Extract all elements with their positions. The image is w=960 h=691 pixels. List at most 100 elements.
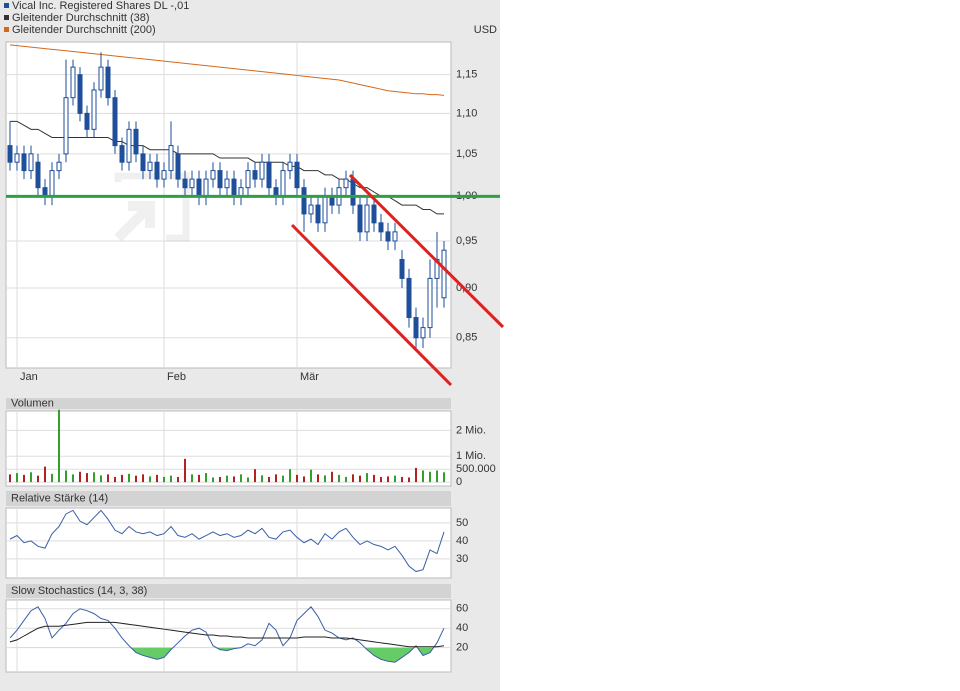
volume-bar (191, 474, 193, 483)
candle-body (84, 112, 90, 130)
candle-body (392, 231, 398, 242)
volume-bar (282, 475, 284, 483)
volume-bar (310, 469, 312, 483)
volume-bar (366, 473, 368, 483)
y-tick-label: 50 (456, 517, 468, 529)
volume-bar (142, 474, 144, 483)
candle-body (112, 97, 118, 147)
panel-title: Volumen (11, 397, 54, 409)
candle-body (217, 170, 223, 189)
y-tick-label: 40 (456, 535, 468, 547)
volume-bar (415, 467, 417, 483)
candle-body (399, 258, 405, 279)
x-tick-label: Mär (300, 371, 319, 383)
candle-body (427, 277, 433, 329)
candle-body (245, 170, 251, 189)
candle-body (280, 170, 286, 197)
y-tick-label: 0,85 (456, 332, 477, 344)
candle-body (35, 161, 41, 189)
trend-line (290, 223, 453, 387)
candle-body (210, 170, 216, 180)
volume-bar (394, 475, 396, 483)
panel-title: Relative Stärke (14) (11, 492, 108, 504)
plot-area (5, 507, 452, 579)
volume-bar (205, 473, 207, 483)
volume-bar (149, 476, 151, 483)
volume-bar (268, 476, 270, 483)
volume-bar (275, 474, 277, 483)
candle-body (203, 178, 209, 197)
watermark (114, 172, 190, 242)
volume-bar (317, 474, 319, 483)
y-tick-label: 60 (456, 603, 468, 615)
volume-bar (72, 474, 74, 483)
indicator-line (9, 621, 445, 648)
candle-body (308, 204, 314, 215)
volume-bar (163, 476, 165, 483)
y-tick-label: 30 (456, 553, 468, 565)
y-tick-label: 0,95 (456, 235, 477, 247)
volume-bar (338, 474, 340, 483)
candle-body (21, 153, 27, 172)
legend-label: Vical Inc. Registered Shares DL -,01 (12, 0, 189, 12)
candle-body (364, 204, 370, 233)
y-tick-label: 20 (456, 642, 468, 654)
candle-body (413, 317, 419, 339)
volume-bar (9, 474, 11, 483)
volume-bar (177, 476, 179, 483)
candle-body (301, 187, 307, 215)
candle-body (259, 161, 265, 180)
candle-body (350, 178, 356, 206)
volume-bar (408, 477, 410, 483)
y-tick-label: 2 Mio. (456, 424, 486, 436)
volume-bar (247, 477, 249, 483)
volume-bar (422, 470, 424, 483)
candle-body (168, 145, 174, 172)
panel-header (6, 584, 451, 598)
volume-bar (58, 409, 60, 483)
candle-body (175, 153, 181, 180)
y-tick-label: 1,05 (456, 148, 477, 160)
candle-body (385, 231, 391, 242)
candle-body (294, 161, 300, 189)
candle-body (77, 74, 83, 114)
unit-label: USD (474, 24, 497, 36)
volume-bar (324, 475, 326, 483)
candle-body (406, 277, 412, 319)
candle-body (98, 66, 104, 91)
candle-body (49, 170, 55, 197)
candle-body (357, 204, 363, 233)
volume-bar (387, 476, 389, 483)
candle-body (70, 66, 76, 99)
candle-body (287, 161, 293, 172)
volume-bar (296, 474, 298, 483)
candle-body (56, 161, 62, 172)
candle-body (133, 128, 139, 155)
volume-bar (359, 475, 361, 483)
volume-bar (128, 473, 130, 483)
volume-bar (86, 473, 88, 483)
candle-body (105, 66, 111, 99)
volume-bar (30, 472, 32, 483)
volume-bar (401, 476, 403, 483)
candle-body (63, 97, 69, 155)
candle-body (441, 249, 447, 299)
watermark-frame (114, 172, 190, 242)
volume-bar (44, 466, 46, 483)
legend-swatch (4, 27, 9, 32)
y-tick-label: 40 (456, 622, 468, 634)
candle-body (315, 204, 321, 224)
candle-body (343, 178, 349, 189)
candle-body (266, 161, 272, 189)
volume-bar (170, 475, 172, 483)
y-tick-label: 1,10 (456, 107, 477, 119)
legend-label: Gleitender Durchschnitt (200) (12, 24, 156, 36)
candle-body (420, 327, 426, 339)
volume-bar (114, 476, 116, 483)
candle-body (14, 153, 20, 163)
watermark-arrow (114, 201, 155, 242)
volume-bar (254, 469, 256, 483)
volume-bar (219, 476, 221, 483)
candle-body (371, 204, 377, 224)
candle-body (154, 161, 160, 180)
